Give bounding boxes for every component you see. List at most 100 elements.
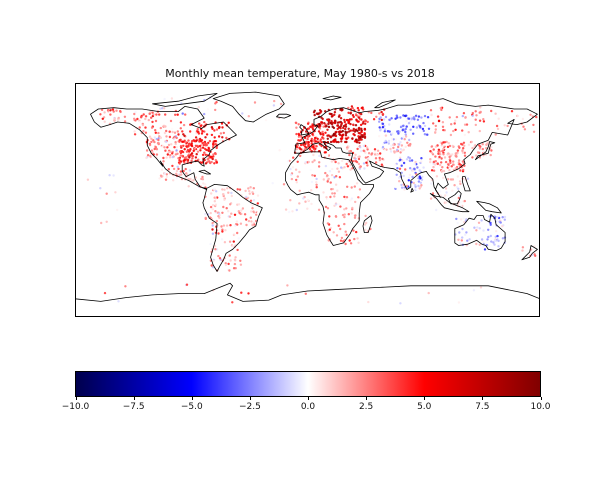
- station-dot: [207, 157, 210, 160]
- novaya-zemlya-coastline: [374, 99, 396, 109]
- station-dot: [449, 161, 452, 165]
- station-dot: [416, 166, 419, 169]
- station-dot: [442, 144, 445, 147]
- station-dot: [345, 233, 348, 236]
- station-dot: [468, 238, 471, 241]
- station-dot: [352, 132, 355, 136]
- station-dot: [471, 111, 474, 115]
- station-dot: [455, 115, 459, 119]
- philippines-coastline: [462, 176, 471, 192]
- station-dot: [339, 239, 343, 242]
- station-dot: [192, 179, 195, 182]
- station-dot: [142, 113, 145, 116]
- station-dot: [378, 126, 381, 129]
- station-dot: [370, 152, 374, 155]
- station-dot: [327, 177, 330, 181]
- station-dot: [224, 263, 228, 267]
- station-dot: [240, 291, 243, 294]
- station-dot: [222, 194, 225, 198]
- station-dot: [451, 178, 455, 181]
- station-dot: [204, 162, 208, 165]
- station-dot: [311, 160, 314, 164]
- station-dot: [171, 155, 174, 159]
- station-dot: [214, 102, 217, 105]
- station-dot: [150, 116, 153, 119]
- station-dot: [412, 181, 415, 185]
- station-dot: [430, 151, 434, 154]
- station-dot: [467, 131, 470, 134]
- station-dot: [324, 171, 327, 175]
- station-dot: [479, 106, 482, 109]
- station-dot: [455, 155, 458, 158]
- station-dot: [236, 248, 239, 252]
- station-dot: [339, 205, 342, 208]
- station-dot: [473, 226, 476, 229]
- eurasia-coastline: [294, 98, 538, 198]
- station-dot: [99, 187, 102, 190]
- station-dot: [317, 208, 321, 211]
- station-dot: [430, 113, 433, 117]
- station-dot: [426, 116, 430, 119]
- station-dot: [214, 203, 218, 206]
- station-dot: [435, 175, 439, 178]
- station-dot: [359, 123, 363, 127]
- station-dot: [190, 159, 193, 162]
- station-dot: [408, 159, 412, 162]
- station-dot: [461, 227, 464, 231]
- station-dot: [185, 145, 188, 148]
- station-dot: [340, 107, 344, 111]
- station-dot: [506, 124, 509, 128]
- station-dot: [330, 160, 334, 163]
- station-dot: [278, 149, 281, 152]
- station-dot: [474, 118, 477, 121]
- station-dot: [343, 118, 346, 122]
- station-dot: [383, 130, 386, 133]
- station-dot: [214, 210, 217, 213]
- station-dot: [295, 178, 298, 182]
- station-dot: [210, 192, 213, 195]
- station-dot: [350, 105, 354, 108]
- station-dot: [321, 117, 324, 121]
- station-dot: [164, 113, 167, 116]
- station-dot: [329, 226, 333, 230]
- station-dot: [461, 129, 464, 132]
- station-dot: [397, 145, 400, 149]
- colorbar-tick-label: 0.0: [300, 402, 316, 412]
- station-dot: [349, 199, 352, 202]
- station-dot: [340, 236, 344, 240]
- station-dot: [346, 147, 349, 150]
- station-dot: [302, 143, 305, 146]
- station-dot: [469, 224, 472, 227]
- station-dot: [198, 122, 201, 125]
- station-dot: [326, 128, 329, 131]
- station-dot: [429, 197, 433, 200]
- station-dot: [214, 152, 217, 156]
- station-dot: [245, 218, 248, 221]
- station-dot: [471, 146, 474, 150]
- station-dot: [310, 202, 313, 206]
- station-dot: [194, 147, 197, 150]
- station-dot: [247, 292, 250, 295]
- station-dot: [181, 112, 184, 115]
- station-dot: [493, 239, 497, 242]
- station-dot: [157, 138, 160, 142]
- station-dot: [86, 178, 90, 181]
- station-dot: [210, 156, 213, 159]
- station-dot: [175, 177, 179, 180]
- station-dot: [414, 114, 418, 117]
- station-dot: [213, 222, 216, 225]
- station-dot: [152, 139, 155, 142]
- station-dot: [357, 155, 360, 159]
- station-dot: [178, 174, 181, 177]
- station-dot: [172, 179, 175, 182]
- station-dot: [475, 154, 478, 157]
- station-dot: [322, 133, 325, 137]
- station-dot: [355, 138, 358, 141]
- station-dot: [212, 259, 215, 263]
- station-dot: [432, 169, 436, 172]
- station-dot: [478, 147, 482, 150]
- station-dot: [252, 221, 256, 224]
- station-dot: [486, 238, 489, 241]
- station-dot: [234, 256, 237, 259]
- station-dot: [354, 124, 358, 127]
